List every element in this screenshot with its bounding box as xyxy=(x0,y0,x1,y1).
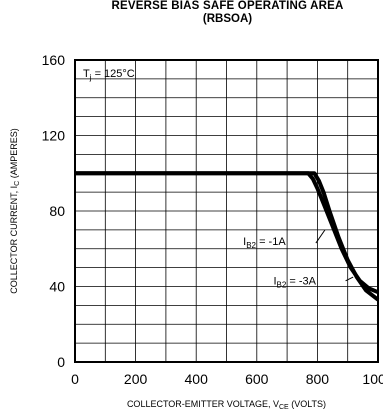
x-axis-label: COLLECTOR-EMITTER VOLTAGE, VCE (VOLTS) xyxy=(127,399,326,411)
x-tick-label: 600 xyxy=(245,371,269,387)
x-tick-label: 200 xyxy=(124,371,148,387)
series-line-2 xyxy=(75,171,380,302)
series-1-leader-line xyxy=(315,229,326,244)
tick-labels: 0 40 80 120 160 0 200 400 600 800 1000 xyxy=(42,52,383,387)
series-2-label: IB2 = -3A xyxy=(273,276,316,290)
y-tick-label: 40 xyxy=(49,279,65,295)
y-tick-label: 0 xyxy=(57,354,65,370)
x-tick-label: 0 xyxy=(71,371,79,387)
y-tick-label: 120 xyxy=(42,128,66,144)
annotations: Tj = 125°C IB2 = -1A IB2 = -3A xyxy=(83,68,354,290)
temperature-label: Tj = 125°C xyxy=(83,68,135,82)
curves xyxy=(75,171,380,302)
chart-title: REVERSE BIAS SAFE OPERATING AREA xyxy=(111,0,344,12)
y-tick-label: 80 xyxy=(49,203,65,219)
plot-frame xyxy=(74,59,379,363)
x-tick-label: 1000 xyxy=(362,371,383,387)
y-axis-label: COLLECTOR CURRENT, IC (AMPERES) xyxy=(9,128,21,293)
series-1-label: IB2 = -1A xyxy=(243,236,286,250)
series-2-leader-line xyxy=(345,276,354,282)
y-tick-label: 160 xyxy=(42,52,66,68)
grid xyxy=(75,60,378,362)
x-tick-label: 400 xyxy=(185,371,209,387)
axis-labels: COLLECTOR-EMITTER VOLTAGE, VCE (VOLTS) CO… xyxy=(9,128,326,411)
x-tick-label: 800 xyxy=(306,371,330,387)
chart-subtitle: (RBSOA) xyxy=(202,13,253,25)
